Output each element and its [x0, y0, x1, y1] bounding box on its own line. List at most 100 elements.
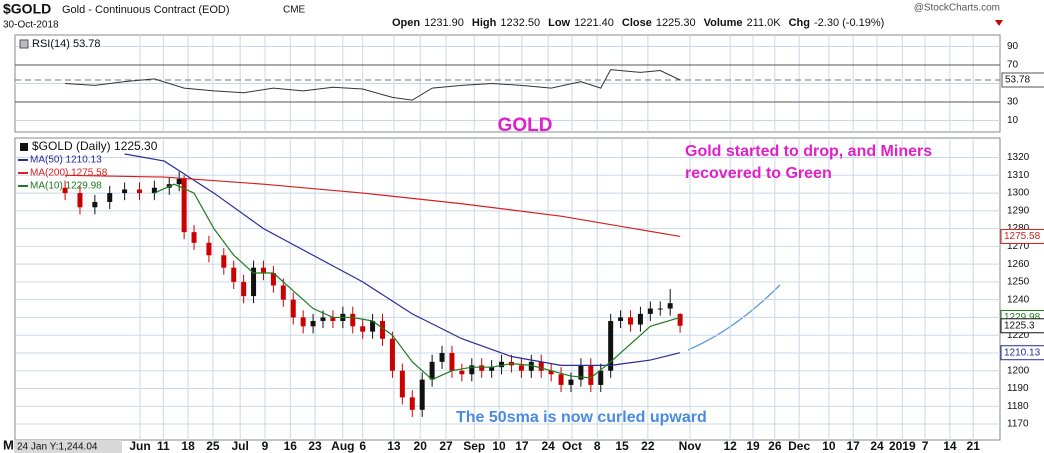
y-tick-label: 1300 — [1007, 188, 1030, 199]
y-tick-label: 1260 — [1007, 259, 1030, 270]
ma-line — [124, 153, 681, 366]
candle-body — [389, 338, 395, 371]
annotation: GOLD — [498, 115, 553, 136]
cursor-box — [14, 440, 122, 453]
candle-body — [370, 320, 376, 332]
y-tick-label: 1270 — [1007, 241, 1030, 252]
ma-line — [154, 183, 681, 381]
candle-body — [647, 308, 653, 314]
ma-line — [65, 174, 681, 238]
x-tick-label: 17 — [515, 439, 529, 453]
candle-body — [667, 303, 673, 309]
y-tick-label: 1170 — [1007, 419, 1029, 430]
annotation: recovered to Green — [685, 165, 832, 182]
legend-label: MA(10) 1229.98 — [30, 181, 102, 192]
candle-body — [251, 267, 257, 297]
y-tick-label: 70 — [1007, 60, 1019, 71]
x-tick-label: Aug — [331, 439, 354, 453]
candle-body — [618, 317, 624, 321]
y-tick-label: 1250 — [1007, 277, 1030, 288]
rsi-line — [65, 69, 681, 101]
candle-body — [628, 317, 634, 325]
candle-body — [62, 187, 68, 194]
candle-body — [176, 178, 182, 185]
candle-body — [528, 361, 534, 371]
quote-value: 1232.50 — [500, 17, 540, 29]
candle-body — [380, 320, 386, 339]
legend-label: $GOLD (Daily) 1225.30 — [32, 139, 158, 153]
legend-label: MA(50) 1210.13 — [30, 155, 102, 166]
candle-body — [578, 365, 584, 380]
candle-body — [231, 267, 237, 282]
y-tick-label: 1190 — [1007, 383, 1029, 394]
y-tick-label: 1180 — [1007, 401, 1029, 412]
candle-body — [310, 320, 316, 327]
candle-body — [181, 178, 187, 233]
x-tick-label: Jul — [231, 439, 248, 453]
x-tick-label: 18 — [181, 439, 195, 453]
quote-label: Open — [392, 17, 420, 29]
candle-body — [206, 242, 212, 256]
cursor-mode: M — [3, 437, 14, 452]
value-tag-label: 1210.13 — [1004, 347, 1041, 358]
x-tick-label: 11 — [157, 439, 170, 453]
y-tick-label: 90 — [1007, 41, 1019, 52]
y-tick-label: 1240 — [1007, 294, 1030, 305]
projection-curve — [687, 284, 781, 351]
x-tick-label: 12 — [724, 439, 738, 453]
candle-body — [136, 189, 142, 194]
down-arrow — [995, 20, 1003, 26]
quote-label: Chg — [789, 17, 810, 29]
candle-body — [270, 273, 276, 286]
x-tick-label: 16 — [284, 439, 298, 453]
y-tick-label: 1310 — [1007, 170, 1030, 181]
y-tick-label: 1220 — [1007, 330, 1030, 341]
x-tick-label: 25 — [206, 439, 220, 453]
candle-body — [429, 361, 435, 380]
quote-label: High — [472, 17, 497, 29]
candle-body — [677, 314, 683, 326]
x-tick-label: 15 — [615, 439, 629, 453]
x-tick-label: 22 — [641, 439, 655, 453]
candle-body — [320, 317, 326, 321]
candle-body — [260, 267, 266, 274]
candle-body — [280, 285, 286, 300]
candle-body — [290, 299, 296, 318]
y-tick-label: 1200 — [1007, 365, 1030, 376]
x-tick-label: 26 — [768, 439, 782, 453]
candle-body — [598, 370, 604, 385]
x-tick-label: 8 — [594, 439, 601, 453]
y-tick-label: 1280 — [1007, 223, 1030, 234]
x-tick-label: 24 — [541, 439, 555, 453]
x-tick-label: 10 — [492, 439, 506, 453]
symbol: $GOLD — [3, 1, 51, 17]
candle-body — [568, 379, 574, 385]
candle-body — [300, 317, 306, 327]
candle-body — [107, 193, 113, 202]
x-tick-label: Dec — [788, 439, 810, 453]
annotation: The 50sma is now curled upward — [456, 409, 707, 426]
candle-body — [360, 326, 366, 332]
candle-body — [350, 313, 356, 327]
x-tick-label: Oct — [562, 439, 582, 453]
candle-body — [439, 352, 445, 362]
legend-icon — [19, 39, 29, 49]
candle-body — [449, 352, 455, 371]
candle-body — [588, 365, 594, 385]
quote: Open 1231.90 High 1232.50 Low 1221.40 Close 122… — [392, 17, 884, 29]
candle-body — [409, 397, 415, 410]
date: 30-Oct-2018 — [3, 20, 59, 31]
candle-body — [330, 317, 336, 321]
x-tick-label: Jun — [129, 439, 150, 453]
x-tick-label: 7 — [922, 439, 929, 453]
quote-label: Volume — [704, 17, 743, 29]
quote-value: 1221.40 — [574, 17, 614, 29]
candle-body — [469, 365, 475, 375]
x-tick-label: 10 — [822, 439, 836, 453]
legend-icon — [20, 143, 28, 151]
quote-value: -2.30 (-0.19%) — [814, 17, 884, 29]
candle-body — [518, 365, 524, 371]
value-tag-label: 53.78 — [1005, 75, 1030, 86]
y-tick-label: 30 — [1007, 97, 1019, 108]
value-tag — [1000, 228, 1044, 244]
